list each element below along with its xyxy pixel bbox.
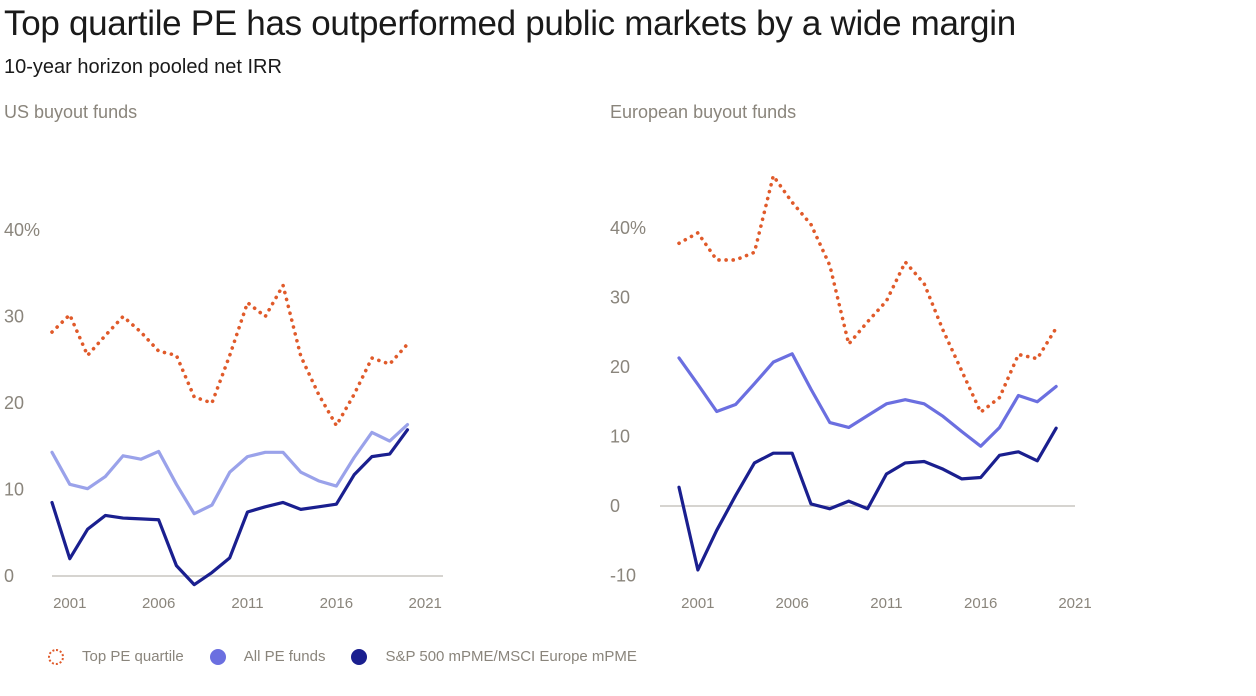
page-subtitle: 10-year horizon pooled net IRR [4,56,282,78]
y-tick-label: 0 [610,496,620,516]
y-tick-label: 10 [4,480,24,500]
charts-canvas: 0 10 20 30 40% 2001 2006 2011 2016 2021 -10 0 10 20 30… [4,174,1092,612]
y-tick-label: 40% [610,218,646,238]
series-line-all-pe [677,352,1058,448]
y-tick-label: 10 [610,427,630,447]
x-tick-label: 2001 [53,595,86,612]
legend: Top PE quartile All PE funds S&P 500 mPM… [48,648,663,665]
x-tick-label: 2021 [409,595,442,612]
x-tick-label: 2011 [870,595,902,612]
series-line-top-quartile [677,174,1058,414]
y-tick-label: 40% [4,220,40,240]
legend-label-top-quartile: Top PE quartile [82,648,184,665]
legend-item-public: S&P 500 mPME/MSCI Europe mPME [351,648,637,665]
panel-title-us: US buyout funds [4,102,138,122]
series-line-public [677,426,1058,572]
page-title: Top quartile PE has outperformed public … [4,4,1016,43]
filled-circle-icon [209,648,226,665]
series-line-public [50,428,410,587]
legend-item-all-pe: All PE funds [209,648,326,665]
x-tick-label: 2011 [231,595,263,612]
legend-item-top-quartile: Top PE quartile [48,648,184,665]
dotted-circle-icon [48,648,64,665]
x-tick-label: 2006 [775,595,808,612]
series-line-top-quartile [50,283,410,428]
y-tick-label: 20 [4,393,24,413]
x-tick-label: 2016 [320,595,353,612]
series-line-all-pe [50,423,410,516]
y-tick-label: 0 [4,566,14,586]
filled-circle-icon [351,648,368,665]
y-tick-label: 20 [610,357,630,377]
chart-panel-us: 0 10 20 30 40% 2001 2006 2011 2016 2021 [4,220,443,612]
y-tick-label: -10 [610,566,636,586]
legend-label-public: S&P 500 mPME/MSCI Europe mPME [385,648,637,665]
y-tick-label: 30 [610,288,630,308]
panel-title-europe: European buyout funds [610,102,797,122]
x-tick-label: 2006 [142,595,175,612]
x-tick-label: 2021 [1058,595,1091,612]
x-tick-label: 2016 [964,595,997,612]
chart-panel-europe: -10 0 10 20 30 40% 2001 2006 2011 2016 2021 [610,174,1092,612]
x-tick-label: 2001 [681,595,714,612]
legend-label-all-pe: All PE funds [243,648,326,665]
y-tick-label: 30 [4,307,24,327]
